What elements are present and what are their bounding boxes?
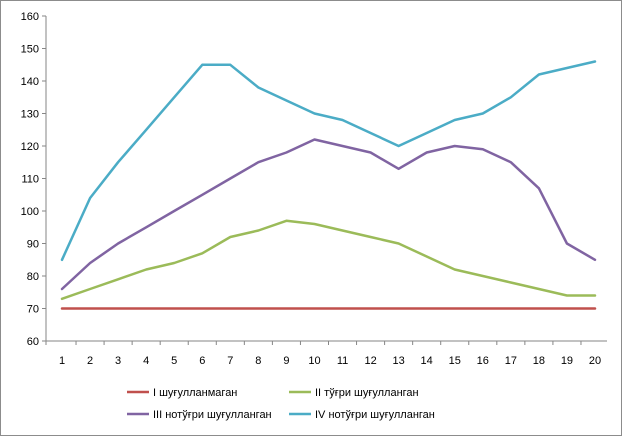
y-tick-label: 90: [27, 239, 39, 251]
x-tick-label: 7: [227, 355, 233, 367]
legend-label-2: II тўғри шуғулланган: [315, 387, 419, 399]
x-tick-label: 16: [477, 355, 489, 367]
x-tick-label: 13: [393, 355, 405, 367]
legend-label-1: I шуғулланмаган: [153, 387, 237, 399]
y-tick-label: 130: [21, 109, 39, 121]
x-tick-label: 15: [449, 355, 461, 367]
legend: I шуғулланмаган II тўғри шуғулланган III н…: [127, 387, 435, 421]
x-tick-label: 9: [283, 355, 289, 367]
x-tick-label: 14: [421, 355, 433, 367]
x-tick-label: 2: [87, 355, 93, 367]
x-tick-label: 6: [199, 355, 205, 367]
y-tick-label: 140: [21, 76, 39, 88]
y-tick-label: 150: [21, 44, 39, 56]
legend-label-3: III нотўғри шуғулланган: [153, 409, 272, 421]
y-tick-label: 110: [21, 174, 39, 186]
x-axis: 1 2 3 4 5 6 7 8 9 10 11 12 13 14 15 16 17 18 19 20: [45, 340, 607, 367]
series-lines: [60, 60, 597, 310]
y-tick-label: 70: [27, 304, 39, 316]
x-tick-label: 1: [59, 355, 65, 367]
x-tick-label: 10: [308, 355, 320, 367]
y-tick-label: 100: [21, 206, 39, 218]
x-tick-label: 17: [505, 355, 517, 367]
y-tick-label: 160: [21, 11, 39, 23]
x-tick-label: 3: [115, 355, 121, 367]
x-tick-label: 8: [255, 355, 261, 367]
y-tick-label: 120: [21, 141, 39, 153]
series-line-2: [60, 219, 597, 301]
x-tick-label: 11: [337, 355, 348, 367]
x-tick-label: 18: [533, 355, 545, 367]
x-tick-label: 5: [171, 355, 177, 367]
y-tick-label: 80: [27, 271, 39, 283]
x-tick-label: 20: [589, 355, 601, 367]
series-line-4: [60, 60, 597, 262]
y-axis: 60 70 80 90 100 110 120 130 140 150 160: [21, 11, 47, 348]
series-line-3: [60, 138, 597, 291]
x-tick-label: 12: [364, 355, 376, 367]
x-tick-label: 4: [143, 355, 149, 367]
x-tick-label: 19: [561, 355, 573, 367]
y-tick-label: 60: [27, 336, 39, 348]
legend-label-4: IV нотўғри шуғулланган: [315, 409, 435, 421]
